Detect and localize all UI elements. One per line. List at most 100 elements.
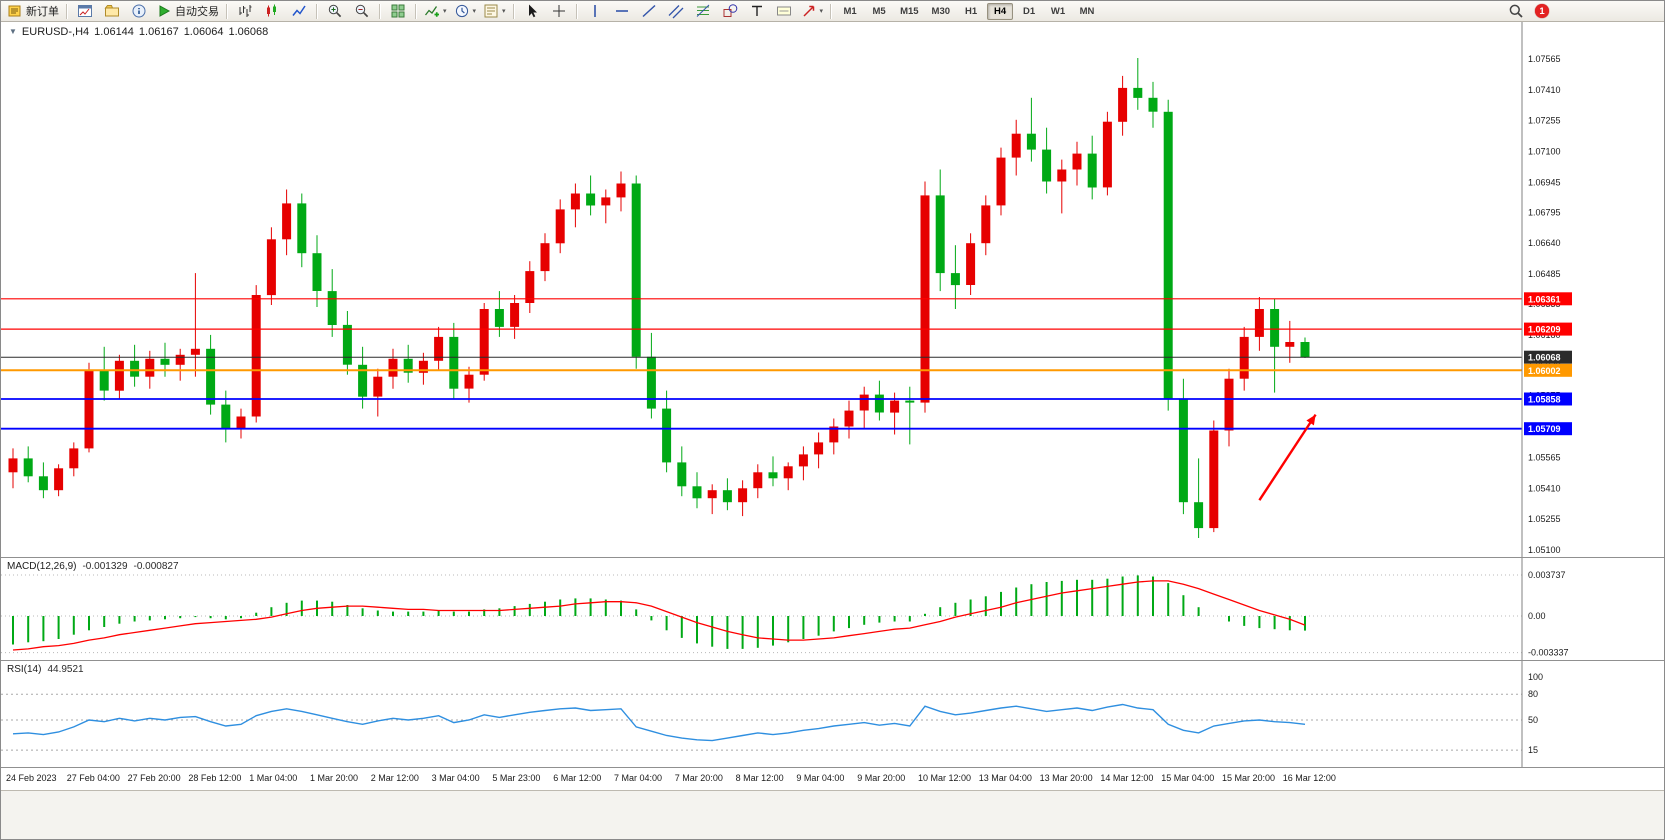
candle xyxy=(449,322,459,399)
timeframe-h4[interactable]: H4 xyxy=(987,2,1014,20)
trend-arrow[interactable] xyxy=(1258,413,1317,501)
timeframe-m15[interactable]: M15 xyxy=(900,5,919,17)
zoom-in-button[interactable] xyxy=(322,1,348,21)
price-tag xyxy=(1524,292,1572,306)
timeframe-m1[interactable]: M1 xyxy=(843,5,857,17)
candle xyxy=(631,175,641,369)
time-axis-label: 16 Mar 12:00 xyxy=(1282,773,1336,783)
candle xyxy=(99,346,109,401)
new-chart-button[interactable] xyxy=(72,1,98,21)
candle xyxy=(373,368,383,417)
candle xyxy=(981,195,991,256)
text-icon xyxy=(751,5,762,16)
candle xyxy=(1057,159,1067,214)
timeframe-h1[interactable]: H1 xyxy=(964,5,978,17)
time-axis-label: 9 Mar 04:00 xyxy=(796,773,845,783)
ohlc-high: 1.06167 xyxy=(138,26,179,38)
pane-splitter-rsi[interactable] xyxy=(1,660,1664,661)
candle xyxy=(479,303,489,381)
text-button[interactable] xyxy=(744,1,770,21)
channel-button[interactable] xyxy=(663,1,689,21)
label-button[interactable] xyxy=(771,1,797,21)
pane-splitter-macd[interactable] xyxy=(1,557,1664,558)
new-order-button[interactable]: 新订单 xyxy=(4,1,62,21)
time-axis-label: 7 Mar 04:00 xyxy=(614,773,663,783)
candle xyxy=(418,352,428,385)
price-axis-label: 1.07255 xyxy=(1528,116,1561,126)
arrows-tool-icon xyxy=(803,5,814,17)
main-chart[interactable]: 1.07565 1.07410 1.07255 1.07100 1.06945 1.067… xyxy=(1,21,1665,557)
shapes-icon xyxy=(723,4,737,17)
candle xyxy=(312,235,322,307)
toolbar-separator xyxy=(379,3,381,19)
time-axis-label: 1 Mar 20:00 xyxy=(310,773,359,783)
price-tag-label: 1.06209 xyxy=(1528,325,1561,335)
candle xyxy=(1148,81,1158,128)
periods-button[interactable]: ▾ xyxy=(451,1,480,21)
crosshair-button[interactable] xyxy=(546,1,572,21)
line-chart-button[interactable] xyxy=(286,1,312,21)
fibo-button[interactable] xyxy=(690,1,716,21)
zoom-out-icon xyxy=(355,4,369,18)
tile-windows-icon xyxy=(391,4,405,18)
bars-chart-button[interactable] xyxy=(232,1,258,21)
new-order-button-label: 新订单 xyxy=(26,6,59,18)
time-axis-label: 24 Feb 2023 xyxy=(6,773,57,783)
rsi-axis-label: 80 xyxy=(1528,689,1538,699)
candle xyxy=(494,291,504,337)
candle xyxy=(616,171,626,212)
candle xyxy=(768,456,778,487)
macd-pane[interactable]: 0.003737 0.00 -0.003337 xyxy=(1,558,1665,660)
candle xyxy=(84,362,94,453)
candle xyxy=(738,480,748,517)
search-symbol-button[interactable] xyxy=(1503,1,1529,21)
cursor-button[interactable] xyxy=(519,1,545,21)
timeframe-m30[interactable]: M30 xyxy=(931,5,951,17)
candle xyxy=(814,432,824,469)
time-axis[interactable]: 24 Feb 2023 27 Feb 04:00 27 Feb 20:00 28 Fe… xyxy=(1,768,1664,790)
candle xyxy=(510,295,520,339)
data-window-button[interactable] xyxy=(126,1,152,21)
candle xyxy=(114,354,124,399)
timeframe-mn[interactable]: MN xyxy=(1079,5,1095,17)
candle xyxy=(783,462,793,491)
rsi-value: 44.9521 xyxy=(47,664,84,675)
timeframe-d1[interactable]: D1 xyxy=(1022,5,1036,17)
timeframe-m5[interactable]: M5 xyxy=(872,5,886,17)
vline-button[interactable] xyxy=(582,1,608,21)
templates-button[interactable]: ▾ xyxy=(480,1,509,21)
zoom-out-button[interactable] xyxy=(349,1,375,21)
tile-windows-button[interactable] xyxy=(385,1,411,21)
rsi-pane[interactable]: 100 80 50 15 xyxy=(1,661,1665,767)
autotrading-button-label: 自动交易 xyxy=(175,6,219,18)
candle xyxy=(251,285,261,423)
timeframe-w1[interactable]: W1 xyxy=(1050,5,1066,17)
rsi-line xyxy=(12,703,1306,742)
chevron-down-icon: ▾ xyxy=(472,7,477,15)
indicators-add-button[interactable]: ▾ xyxy=(421,1,450,21)
macd-value-main: -0.001329 xyxy=(82,561,128,572)
candle xyxy=(1209,420,1219,533)
autotrading-button[interactable]: 自动交易 xyxy=(153,1,222,21)
macd-axis-label: 0.003737 xyxy=(1528,570,1566,580)
candle xyxy=(206,334,216,415)
arrows-tool-button[interactable]: ▾ xyxy=(798,1,827,21)
macd-value-signal: -0.000827 xyxy=(133,561,179,572)
candles-chart-button[interactable] xyxy=(259,1,285,21)
candle xyxy=(1254,297,1264,351)
hline-button[interactable] xyxy=(609,1,635,21)
toolbar-separator xyxy=(226,3,228,19)
shapes-button[interactable] xyxy=(717,1,743,21)
profiles-button[interactable] xyxy=(99,1,125,21)
chevron-down-icon: ▾ xyxy=(443,7,447,15)
notification-badge[interactable]: 1 xyxy=(1535,4,1549,18)
candle xyxy=(905,386,915,445)
time-axis-label: 10 Mar 12:00 xyxy=(918,773,972,783)
one-click-trading-collapse-icon[interactable]: ▼ xyxy=(9,27,17,36)
candle xyxy=(662,390,672,473)
trendline-button[interactable] xyxy=(636,1,662,21)
candle xyxy=(1118,75,1128,136)
pane-splitter-time[interactable] xyxy=(1,767,1664,768)
time-axis-label: 15 Mar 20:00 xyxy=(1222,773,1276,783)
